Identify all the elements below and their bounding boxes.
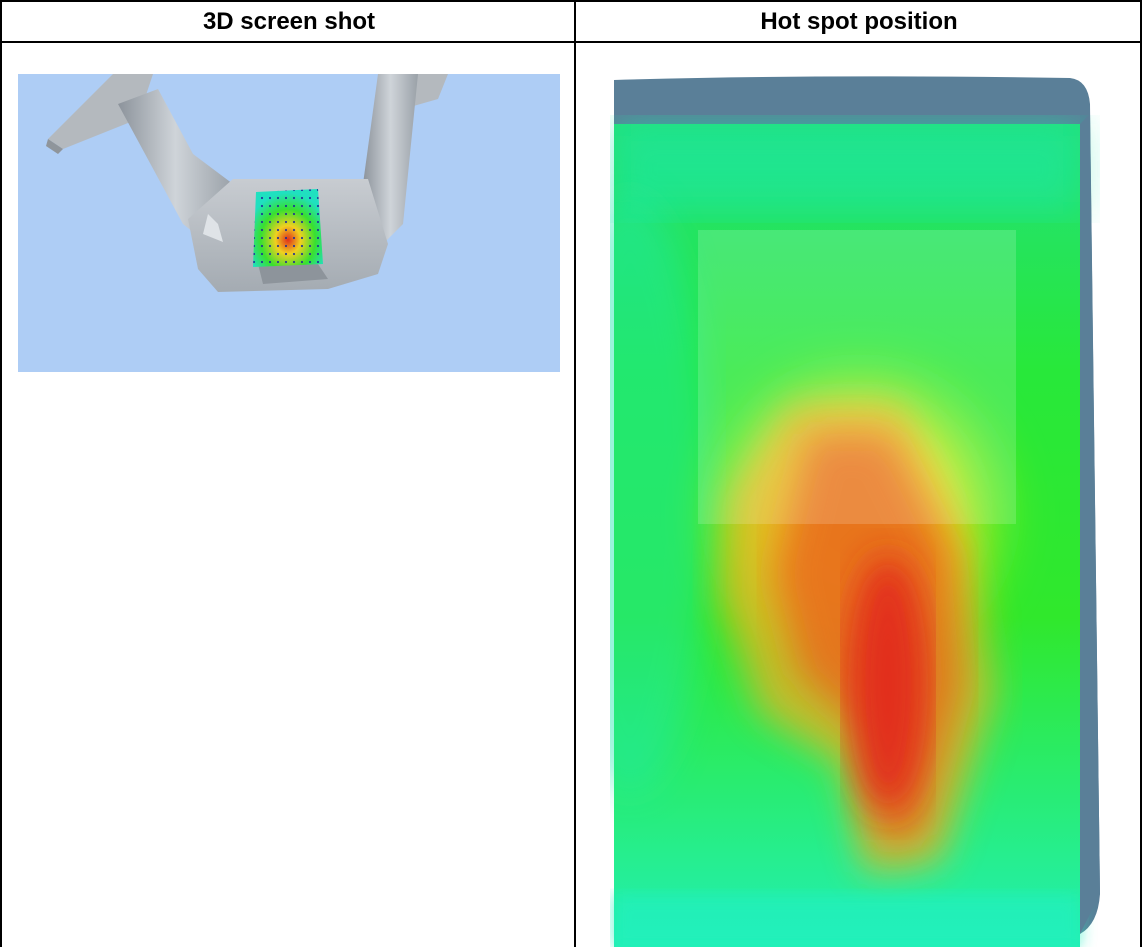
column-header-3d-screen-shot: 3D screen shot <box>202 8 376 35</box>
column-divider <box>574 0 576 947</box>
column-header-hot-spot-position: Hot spot position <box>760 8 958 35</box>
3d-screen-shot-image <box>18 74 560 372</box>
table-header-row: 3D screen shot Hot spot position <box>2 2 1140 43</box>
hot-spot-position-image <box>610 76 1100 947</box>
